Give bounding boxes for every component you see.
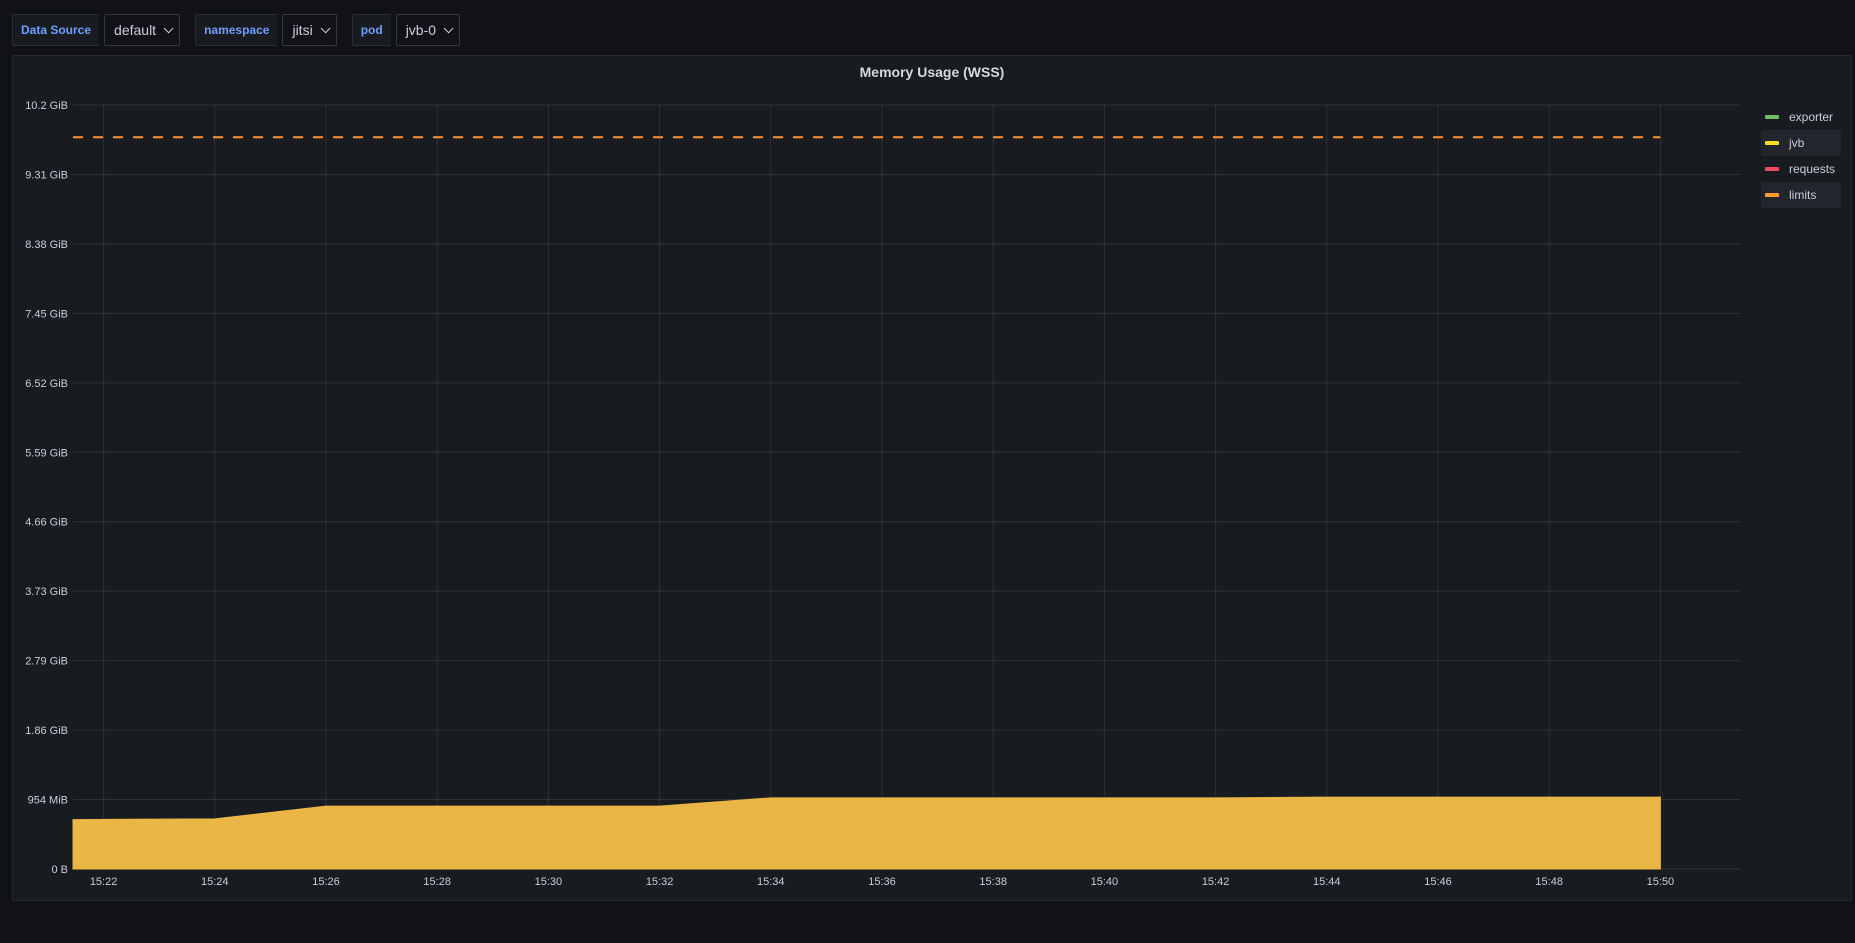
legend-swatch <box>1765 193 1779 197</box>
x-tick-label: 15:26 <box>312 876 340 888</box>
y-tick-label: 6.52 GiB <box>25 378 68 390</box>
memory-usage-panel: Memory Usage (WSS) 0 B 954 MiB 1.86 GiB 2.7… <box>12 55 1852 901</box>
y-tick-label: 8.38 GiB <box>25 239 68 251</box>
x-tick-label: 15:24 <box>201 876 229 888</box>
var-pod: pod jvb-0 <box>351 14 461 46</box>
y-tick-label: 10.2 GiB <box>25 100 68 112</box>
x-tick-label: 15:46 <box>1424 876 1452 888</box>
x-tick-label: 15:36 <box>868 876 896 888</box>
y-tick-label: 954 MiB <box>28 795 68 807</box>
y-tick-label: 9.31 GiB <box>25 169 68 181</box>
x-tick-label: 15:28 <box>423 876 451 888</box>
y-tick-label: 4.66 GiB <box>25 517 68 529</box>
x-tick-label: 15:30 <box>535 876 563 888</box>
namespace-value: jitsi <box>292 22 313 38</box>
var-namespace-label: namespace <box>195 14 278 46</box>
datasource-select[interactable]: default <box>104 14 181 46</box>
series-jvb-area <box>72 796 1661 870</box>
y-tick-label: 0 B <box>51 864 68 876</box>
var-namespace: namespace jitsi <box>195 14 337 46</box>
y-tick-label: 2.79 GiB <box>25 656 68 668</box>
x-tick-label: 15:40 <box>1091 876 1119 888</box>
x-tick-label: 15:32 <box>646 876 674 888</box>
x-tick-label: 15:44 <box>1313 876 1341 888</box>
chevron-down-icon <box>320 22 331 33</box>
x-tick-label: 15:34 <box>757 876 785 888</box>
legend-label: exporter <box>1789 110 1834 124</box>
pod-value: jvb-0 <box>405 22 437 38</box>
x-tick-label: 15:38 <box>979 876 1007 888</box>
x-tick-label: 15:48 <box>1535 876 1563 888</box>
x-tick-label: 15:22 <box>90 876 118 888</box>
memory-usage-chart: 0 B 954 MiB 1.86 GiB 2.79 GiB 3.73 GiB 4.66 G… <box>25 100 1741 888</box>
pod-select[interactable]: jvb-0 <box>395 14 461 46</box>
legend-label: requests <box>1789 162 1836 176</box>
legend-swatch <box>1765 167 1779 171</box>
x-tick-label: 15:42 <box>1202 876 1230 888</box>
var-datasource: Data Source default <box>12 14 181 46</box>
variable-bar: Data Source default namespace jitsi pod … <box>12 14 475 46</box>
y-tick-label: 7.45 GiB <box>25 308 68 320</box>
var-pod-label: pod <box>351 14 391 46</box>
chevron-down-icon <box>443 22 454 33</box>
legend-item-exporter[interactable]: exporter <box>1761 104 1841 130</box>
legend-item-requests[interactable]: requests <box>1761 156 1841 182</box>
x-tick-label: 15:50 <box>1647 876 1675 888</box>
legend-swatch <box>1765 141 1779 145</box>
legend-label: limits <box>1789 188 1817 202</box>
legend: exporter jvb requests limits <box>1761 104 1841 208</box>
legend-item-limits[interactable]: limits <box>1761 182 1841 208</box>
legend-swatch <box>1765 115 1779 119</box>
y-tick-label: 5.59 GiB <box>25 447 68 459</box>
y-tick-label: 1.86 GiB <box>25 725 68 737</box>
legend-label: jvb <box>1789 136 1805 150</box>
chevron-down-icon <box>163 22 174 33</box>
datasource-value: default <box>114 22 157 38</box>
y-tick-label: 3.73 GiB <box>25 586 68 598</box>
namespace-select[interactable]: jitsi <box>282 14 337 46</box>
panel-title[interactable]: Memory Usage (WSS) <box>859 64 1005 80</box>
legend-item-jvb[interactable]: jvb <box>1761 130 1841 156</box>
var-datasource-label: Data Source <box>12 14 100 46</box>
